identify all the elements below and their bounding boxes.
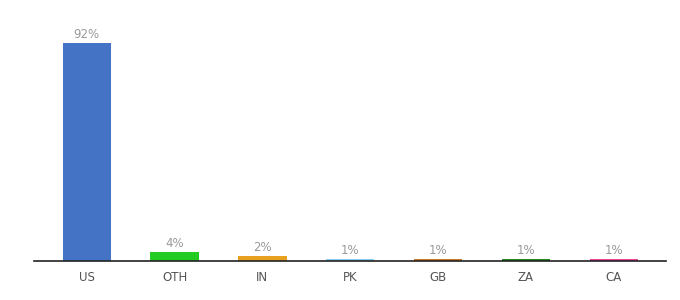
Bar — [414, 259, 462, 261]
Bar — [590, 259, 638, 261]
Text: 92%: 92% — [73, 28, 100, 41]
Bar — [502, 259, 550, 261]
Bar — [63, 43, 111, 261]
Bar — [238, 256, 286, 261]
Text: 1%: 1% — [428, 244, 447, 257]
Text: 1%: 1% — [605, 244, 623, 257]
Text: 1%: 1% — [517, 244, 535, 257]
Text: 4%: 4% — [165, 237, 184, 250]
Bar — [326, 259, 375, 261]
Text: 2%: 2% — [253, 242, 272, 254]
Text: 1%: 1% — [341, 244, 360, 257]
Bar — [150, 251, 199, 261]
